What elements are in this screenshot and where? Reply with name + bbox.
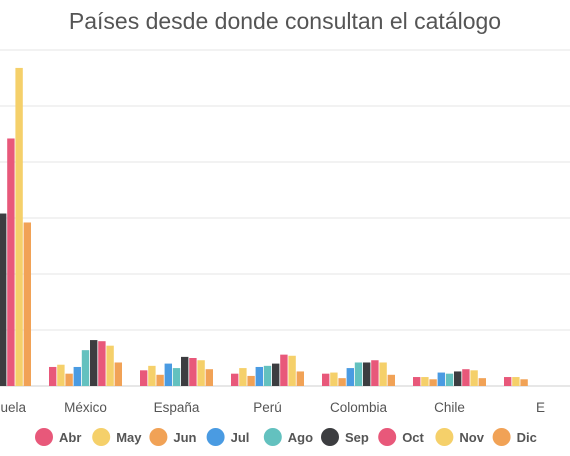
x-tick-label: Colombia: [330, 400, 388, 415]
chart-title: Países desde donde consultan el catálogo: [68, 8, 502, 34]
bar-nov-1: [106, 345, 114, 386]
legend-label-jun[interactable]: Jun: [173, 430, 196, 445]
bar-abr-3: [231, 373, 239, 386]
bar-nov-2: [197, 360, 205, 386]
x-tick-label: México: [64, 400, 107, 415]
bar-oct-5: [462, 369, 470, 386]
bar-jul-1: [73, 366, 81, 386]
bar-nov-5: [470, 370, 478, 386]
bar-may-2: [148, 365, 156, 386]
bar-jun-6: [520, 379, 528, 386]
bar-dic-0: [23, 222, 31, 386]
bar-jun-1: [65, 373, 73, 386]
x-tick-label: Chile: [434, 400, 465, 415]
legend-marker-oct[interactable]: [378, 428, 397, 446]
legend-label-dic[interactable]: Dic: [517, 430, 537, 445]
x-tick-label: Venezuela: [0, 400, 27, 415]
x-axis-labels: Venezuela México España Perú Colombia Chile E: [0, 400, 545, 415]
bar-nov-0: [15, 67, 23, 387]
legend-marker-dic[interactable]: [492, 428, 511, 446]
legend-marker-jun[interactable]: [149, 428, 168, 446]
legend-label-sep[interactable]: Sep: [345, 430, 369, 445]
x-tick-label: España: [154, 400, 200, 415]
bar-ago-5: [445, 373, 454, 386]
bar-may-5: [421, 377, 429, 386]
bar-nov-4: [379, 362, 387, 386]
bar-may-3: [239, 368, 247, 386]
bar-abr-6: [504, 377, 512, 386]
legend: Abr May Jun Jul Ago Sep Oct Nov Dic: [35, 428, 537, 446]
legend-marker-abr[interactable]: [35, 428, 53, 446]
legend-label-jul[interactable]: Jul: [231, 430, 250, 445]
bar-nov-3: [288, 355, 296, 386]
bar-jun-2: [156, 374, 164, 386]
bar-dic-5: [478, 378, 486, 386]
bar-sep-5: [454, 371, 462, 386]
bars: [0, 67, 528, 387]
legend-marker-nov[interactable]: [435, 428, 454, 446]
legend-marker-sep[interactable]: [321, 428, 339, 446]
bar-abr-1: [49, 366, 57, 386]
bar-may-6: [512, 377, 520, 386]
bar-sep-0: [0, 213, 7, 386]
bar-jul-4: [346, 368, 354, 386]
x-tick-label: E: [536, 400, 545, 415]
legend-label-abr[interactable]: Abr: [59, 430, 81, 445]
bar-dic-4: [387, 374, 395, 386]
legend-label-ago[interactable]: Ago: [288, 430, 313, 445]
bar-oct-3: [280, 354, 288, 386]
bar-jun-4: [338, 378, 346, 386]
bar-dic-1: [114, 362, 122, 386]
bar-oct-0: [7, 138, 15, 386]
legend-marker-ago[interactable]: [263, 428, 282, 446]
x-tick-label: Perú: [253, 400, 282, 415]
bar-jun-5: [429, 379, 437, 386]
bar-ago-2: [172, 368, 181, 386]
bar-jul-2: [164, 363, 172, 386]
bar-abr-2: [140, 370, 148, 386]
bar-oct-1: [98, 341, 106, 386]
legend-marker-may[interactable]: [92, 428, 111, 446]
legend-label-nov[interactable]: Nov: [459, 430, 484, 445]
bar-sep-2: [181, 356, 189, 386]
bar-jun-3: [247, 375, 255, 386]
bar-abr-5: [413, 377, 421, 386]
bar-sep-3: [272, 363, 280, 386]
bar-abr-4: [322, 373, 330, 386]
bar-oct-2: [189, 358, 197, 386]
bar-may-1: [57, 364, 65, 386]
bar-oct-4: [371, 360, 379, 386]
bar-dic-3: [296, 371, 304, 386]
legend-label-may[interactable]: May: [116, 430, 142, 445]
bar-jul-3: [255, 366, 263, 386]
bar-sep-4: [363, 362, 371, 386]
legend-marker-jul[interactable]: [206, 428, 225, 446]
bar-ago-4: [354, 362, 363, 386]
bar-ago-3: [263, 365, 272, 386]
bar-may-4: [330, 372, 338, 386]
bar-jul-5: [437, 372, 445, 386]
legend-label-oct[interactable]: Oct: [402, 430, 424, 445]
bar-dic-2: [205, 369, 213, 386]
bar-sep-1: [90, 340, 98, 386]
gridlines: [0, 49, 570, 387]
bar-ago-1: [81, 350, 90, 386]
